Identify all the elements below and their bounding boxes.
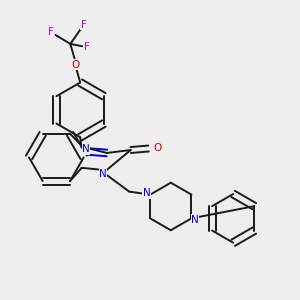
- Text: N: N: [99, 169, 107, 179]
- Text: O: O: [153, 142, 162, 153]
- Text: N: N: [143, 188, 151, 198]
- Text: F: F: [84, 42, 90, 52]
- Text: F: F: [81, 20, 87, 30]
- Text: N: N: [82, 144, 90, 154]
- Text: F: F: [48, 27, 54, 37]
- Text: O: O: [72, 60, 80, 70]
- Text: N: N: [191, 215, 199, 225]
